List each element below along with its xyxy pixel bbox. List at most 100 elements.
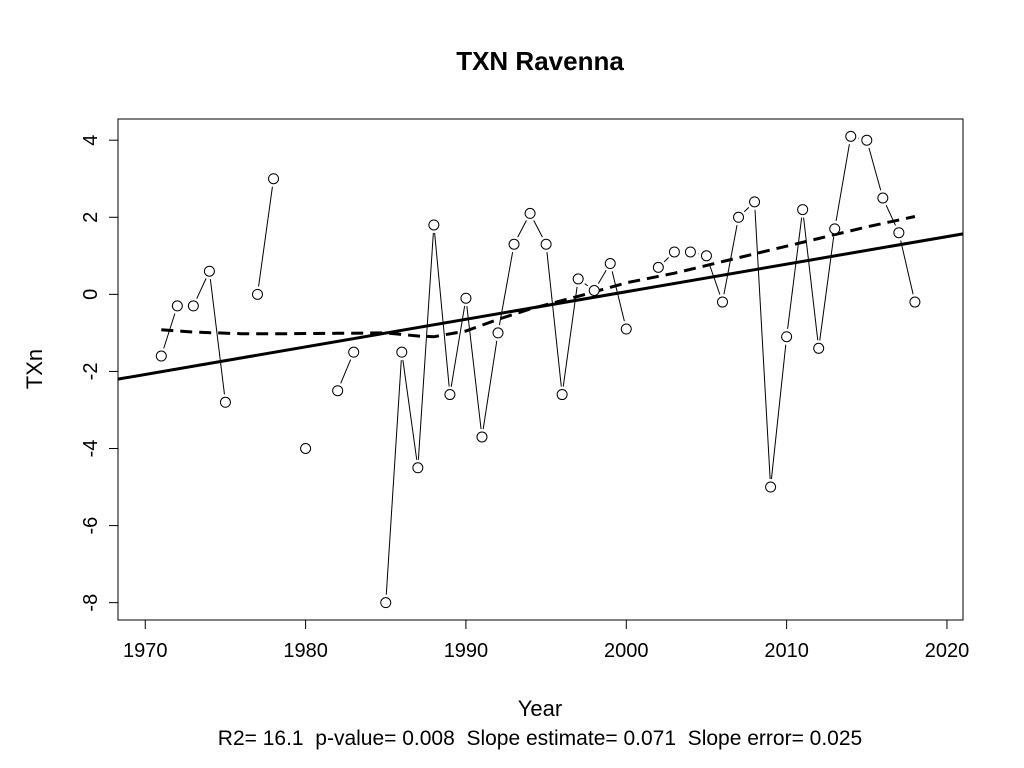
data-connector — [584, 283, 589, 287]
data-point — [652, 261, 664, 273]
data-point — [171, 300, 183, 312]
data-point — [524, 207, 536, 219]
data-point — [428, 219, 440, 231]
data-point — [476, 431, 488, 443]
data-point — [845, 130, 857, 142]
data-point — [444, 389, 456, 401]
data-point — [332, 385, 344, 397]
data-point — [460, 292, 472, 304]
data-point — [749, 196, 761, 208]
data-point — [219, 396, 231, 408]
y-axis: -8 -6 -4 -2 0 2 4 — [80, 135, 118, 612]
data-connector — [466, 306, 482, 430]
data-connector — [163, 313, 176, 349]
data-point — [813, 342, 825, 354]
data-point — [700, 250, 712, 262]
data-point — [572, 273, 584, 285]
x-tick-label: 2010 — [764, 640, 809, 662]
data-connector — [517, 220, 527, 238]
data-connector — [385, 360, 402, 595]
data-point — [893, 227, 905, 239]
data-point — [203, 265, 215, 277]
data-points — [155, 130, 921, 609]
data-connector — [743, 207, 750, 213]
y-tick-label: -6 — [80, 517, 102, 535]
y-tick-label: 4 — [80, 135, 102, 146]
data-connector — [770, 344, 787, 480]
data-connector — [450, 306, 466, 387]
y-tick-label: 0 — [80, 289, 102, 300]
data-point — [909, 296, 921, 308]
data-point — [556, 389, 568, 401]
data-point — [300, 443, 312, 455]
data-connector — [340, 359, 352, 384]
data-connector — [868, 147, 882, 191]
data-point — [877, 192, 889, 204]
x-tick-label: 2020 — [925, 640, 970, 662]
data-point — [716, 296, 728, 308]
data-point — [781, 331, 793, 343]
data-connector — [611, 271, 625, 322]
data-point — [540, 238, 552, 250]
data-point — [733, 211, 745, 223]
data-point — [412, 462, 424, 474]
data-connector — [402, 360, 418, 460]
x-tick-label: 1980 — [283, 640, 328, 662]
plot-area — [117, 118, 964, 621]
data-point — [861, 134, 873, 146]
data-connector — [754, 209, 771, 480]
data-connector — [209, 279, 225, 395]
data-connector — [723, 225, 738, 295]
x-tick-label: 2000 — [604, 640, 649, 662]
plot-frame — [117, 118, 964, 621]
x-tick-label: 1990 — [444, 640, 489, 662]
data-point — [604, 258, 616, 270]
data-connector — [900, 240, 914, 295]
data-connector — [482, 340, 498, 430]
data-connectors — [163, 137, 914, 595]
data-connector — [533, 220, 543, 238]
y-tick-label: -8 — [80, 594, 102, 612]
y-tick-label: 2 — [80, 212, 102, 223]
data-connector — [787, 217, 803, 329]
data-point — [251, 288, 263, 300]
data-connector — [196, 278, 207, 299]
data-point — [268, 173, 280, 185]
x-tick-label: 1970 — [123, 640, 168, 662]
y-tick-label: -4 — [80, 440, 102, 458]
data-point — [797, 204, 809, 216]
data-connector — [434, 232, 450, 387]
stats-line: R2= 16.1 p-value= 0.008 Slope estimate= … — [218, 727, 862, 750]
data-point — [588, 284, 600, 296]
data-connector — [835, 144, 850, 222]
data-point — [684, 246, 696, 258]
data-connector — [258, 186, 273, 287]
data-point — [348, 346, 360, 358]
y-tick-label: -2 — [80, 363, 102, 381]
data-point — [508, 238, 520, 250]
trend-lines — [117, 215, 964, 381]
y-axis-label: TXn — [22, 349, 47, 389]
data-connector — [498, 252, 514, 326]
data-point — [668, 246, 680, 258]
data-point — [492, 327, 504, 339]
data-point — [396, 346, 408, 358]
data-point — [187, 300, 199, 312]
data-connector — [663, 257, 669, 263]
smoothed-trend-line — [161, 215, 916, 339]
data-connector — [562, 286, 578, 387]
data-point — [765, 481, 777, 493]
data-connector — [819, 236, 835, 341]
x-axis-label: Year — [518, 696, 562, 721]
data-connector — [597, 270, 607, 284]
data-point — [380, 597, 392, 609]
data-connector — [417, 232, 434, 460]
data-point — [620, 323, 632, 335]
data-connector — [803, 217, 819, 341]
data-point — [829, 223, 841, 235]
data-connector — [708, 263, 721, 295]
chart-title: TXN Ravenna — [456, 46, 624, 76]
data-connector — [546, 252, 562, 387]
x-axis: 1970 1980 1990 2000 2010 2020 — [123, 620, 969, 662]
